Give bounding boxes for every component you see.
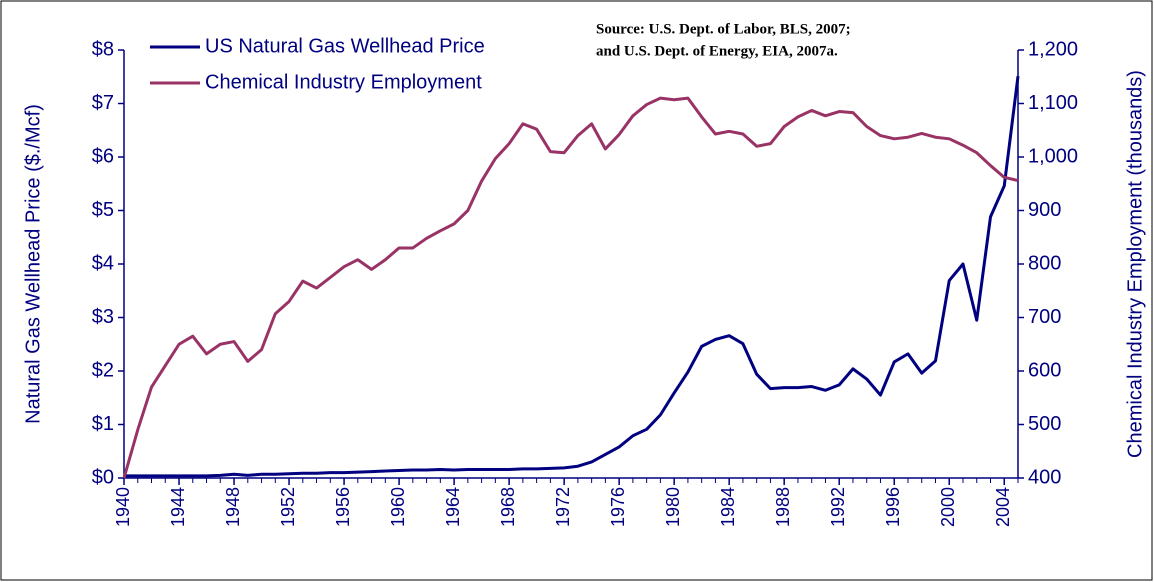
y-tick-label: $4 [92, 252, 114, 274]
x-tick-label: 1968 [498, 487, 518, 527]
y-tick-label: $1 [92, 413, 114, 435]
y2-tick-label: 900 [1028, 199, 1061, 221]
y-tick-label: $5 [92, 199, 114, 221]
y2-tick-label: 1,000 [1028, 145, 1078, 167]
x-tick-label: 1980 [663, 487, 683, 527]
x-tick-label: 1944 [168, 487, 188, 527]
y2-axis-label: Chemical Industry Employment (thousands) [1124, 70, 1146, 458]
x-tick-label: 1960 [388, 487, 408, 527]
x-tick-label: 2000 [938, 487, 958, 527]
legend-label: US Natural Gas Wellhead Price [205, 35, 485, 57]
x-tick-label: 1992 [828, 487, 848, 527]
x-tick-label: 1952 [278, 487, 298, 527]
series-line [124, 76, 1020, 478]
y2-tick-label: 800 [1028, 252, 1061, 274]
y-tick-label: $3 [92, 306, 114, 328]
legend-label: Chemical Industry Employment [205, 71, 482, 93]
y-tick-label: $7 [92, 92, 114, 114]
y2-tick-label: 1,100 [1028, 92, 1078, 114]
x-tick-label: 1996 [883, 487, 903, 527]
y2-tick-label: 700 [1028, 306, 1061, 328]
y2-tick-label: 1,200 [1028, 38, 1078, 60]
x-tick-label: 1988 [773, 487, 793, 527]
y-tick-label: $6 [92, 145, 114, 167]
y2-tick-label: 500 [1028, 413, 1061, 435]
x-tick-label: 1976 [608, 487, 628, 527]
y2-tick-label: 400 [1028, 466, 1061, 488]
y-tick-label: $0 [92, 466, 114, 488]
x-tick-label: 1984 [718, 487, 738, 527]
x-tick-label: 2004 [993, 487, 1013, 527]
legend-box [126, 28, 566, 100]
y2-tick-label: 600 [1028, 359, 1061, 381]
y-tick-label: $2 [92, 359, 114, 381]
series-line [122, 96, 1019, 479]
x-tick-label: 1940 [113, 487, 133, 527]
y-tick-label: $8 [92, 38, 114, 60]
source-note: Source: U.S. Dept. of Labor, BLS, 2007; [596, 21, 851, 37]
source-note: and U.S. Dept. of Energy, EIA, 2007a. [596, 43, 838, 59]
x-tick-label: 1972 [553, 487, 573, 527]
x-tick-label: 1948 [223, 487, 243, 527]
x-tick-label: 1964 [443, 487, 463, 527]
x-tick-label: 1956 [333, 487, 353, 527]
y-axis-label: Natural Gas Wellhead Price ($./Mcf) [22, 104, 44, 424]
